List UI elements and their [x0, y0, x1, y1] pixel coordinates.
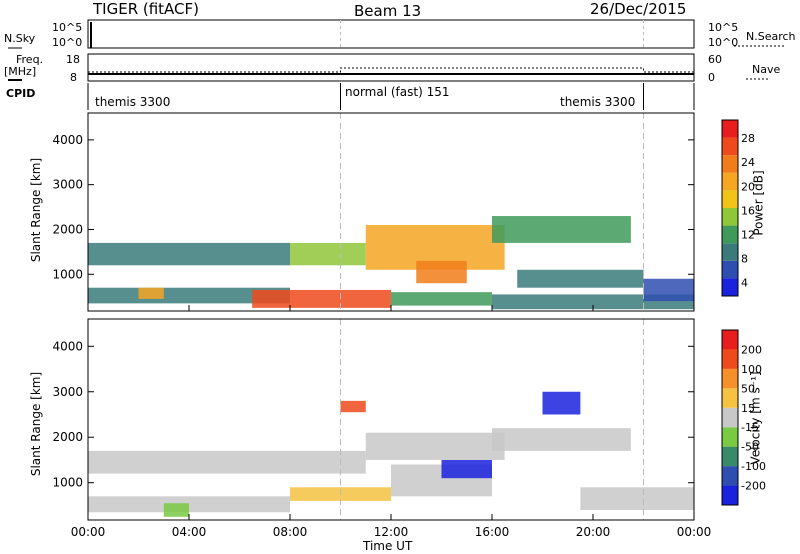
cpid-segment-1: themis 3300 — [95, 95, 171, 109]
velocity-data-band — [542, 391, 581, 415]
velocity-colorbar-swatch — [722, 466, 738, 486]
power-ylabel: Slant Range [km] — [29, 157, 44, 263]
velocity-colorbar-tick: -50 — [741, 441, 759, 454]
power-ytick-label: 2000 — [52, 222, 83, 236]
nsky-tick-low: 10^0 — [52, 36, 83, 49]
freq-unit: [MHz] — [4, 65, 37, 78]
power-colorbar-swatch — [722, 278, 738, 296]
velocity-colorbar-swatch — [722, 368, 738, 389]
nsearch-tick-low: 10^0 — [708, 36, 739, 49]
velocity-colorbar-tick: 100 — [741, 363, 762, 376]
freq-panel-frame — [87, 53, 695, 82]
velocity-colorbar-tick: 200 — [741, 343, 762, 356]
power-colorbar-label: Power [dB] — [751, 170, 766, 236]
velocity-colorbar-tick: 15 — [741, 402, 755, 415]
xtick-label: 00:00 — [677, 525, 712, 539]
nave-tick-low: 0 — [708, 71, 715, 84]
nave-tick-high: 60 — [708, 53, 722, 66]
velocity-data-band — [441, 459, 492, 479]
velocity-colorbar-swatch — [722, 427, 738, 447]
velocity-data-band — [365, 432, 505, 460]
station-title: TIGER (fitACF) — [93, 0, 200, 18]
nave-data-line — [88, 67, 694, 73]
velocity-ytick-label: 4000 — [52, 339, 83, 353]
velocity-ytick-label: 1000 — [52, 476, 83, 490]
power-ytick-label: 1000 — [52, 267, 83, 281]
velocity-colorbar-tick: -200 — [741, 480, 766, 493]
power-ytick-label: 3000 — [52, 178, 83, 192]
velocity-data-band — [580, 487, 694, 510]
beam-title: Beam 13 — [354, 2, 422, 20]
velocity-ytick-label: 3000 — [52, 385, 83, 399]
velocity-colorbar-swatch — [722, 330, 738, 350]
velocity-colorbar-swatch — [722, 446, 738, 467]
nsearch-tick-high: 10^5 — [708, 21, 739, 34]
power-data-band — [391, 292, 492, 306]
power-ytick-label: 4000 — [52, 133, 83, 147]
power-colorbar-tick: 4 — [741, 277, 748, 290]
velocity-colorbar-tick: 50 — [741, 382, 755, 395]
nsky-panel-frame — [87, 19, 695, 49]
power-data-band — [88, 242, 290, 266]
freq-label: Freq. — [16, 53, 44, 66]
xtick-label: 04:00 — [172, 525, 207, 539]
xtick-label: 20:00 — [576, 525, 611, 539]
cpid-segment-2: normal (fast) 151 — [345, 85, 450, 99]
x-axis-label: Time UT — [363, 539, 413, 553]
velocity-data-band — [163, 503, 189, 517]
xtick-label: 12:00 — [374, 525, 409, 539]
power-colorbar-tick: 28 — [741, 132, 755, 145]
power-colorbar-swatch — [722, 190, 738, 208]
power-colorbar-tick: 8 — [741, 253, 748, 266]
velocity-colorbar-swatch — [722, 485, 738, 505]
velocity-colorbar-label: Velocity [m s⁻¹] — [748, 371, 763, 465]
power-data-band — [492, 216, 631, 243]
velocity-ylabel: Slant Range [km] — [29, 371, 44, 477]
power-data-band — [138, 287, 164, 299]
xtick-label: 08:00 — [273, 525, 308, 539]
freq-tick-high: 18 — [66, 53, 80, 66]
freq-tick-low: 8 — [70, 71, 77, 84]
power-colorbar-swatch — [722, 260, 738, 279]
power-data-band — [416, 260, 467, 284]
power-colorbar-tick: 12 — [741, 229, 755, 242]
power-colorbar-swatch — [722, 208, 738, 226]
power-colorbar-swatch — [722, 225, 738, 244]
power-colorbar-swatch — [722, 172, 738, 191]
cpid-segment-3: themis 3300 — [560, 95, 636, 109]
power-colorbar-tick: 20 — [741, 180, 755, 193]
nave-label: Nave — [752, 63, 781, 76]
velocity-data-band — [492, 428, 631, 451]
xtick-label: 00:00 — [71, 525, 106, 539]
velocity-colorbar-swatch — [722, 407, 738, 428]
velocity-colorbar-tick: -15 — [741, 421, 759, 434]
power-data-band — [252, 289, 391, 308]
power-colorbar-swatch — [722, 137, 738, 156]
cpid-label: CPID — [6, 87, 36, 100]
velocity-data-band — [88, 450, 366, 474]
nsky-tick-high: 10^5 — [52, 21, 83, 34]
power-colorbar-tick: 16 — [741, 204, 755, 217]
velocity-ytick-label: 2000 — [52, 430, 83, 444]
velocity-colorbar-swatch — [722, 349, 738, 369]
nsearch-label: N.Search — [746, 30, 796, 43]
power-colorbar-swatch — [722, 155, 738, 173]
nsky-label: N.Sky — [4, 32, 36, 45]
date-title: 26/Dec/2015 — [590, 0, 687, 18]
power-colorbar-swatch — [722, 243, 738, 261]
power-data-band — [643, 278, 694, 302]
power-colorbar-tick: 24 — [741, 156, 755, 169]
velocity-colorbar-frame — [721, 329, 739, 506]
power-colorbar-swatch — [722, 120, 738, 138]
power-data-band — [290, 242, 366, 266]
velocity-colorbar-swatch — [722, 388, 738, 408]
power-data-band — [517, 269, 644, 288]
power-colorbar-frame — [721, 119, 739, 297]
xtick-label: 16:00 — [475, 525, 510, 539]
velocity-data-band — [340, 400, 366, 413]
velocity-colorbar-tick: -100 — [741, 460, 766, 473]
